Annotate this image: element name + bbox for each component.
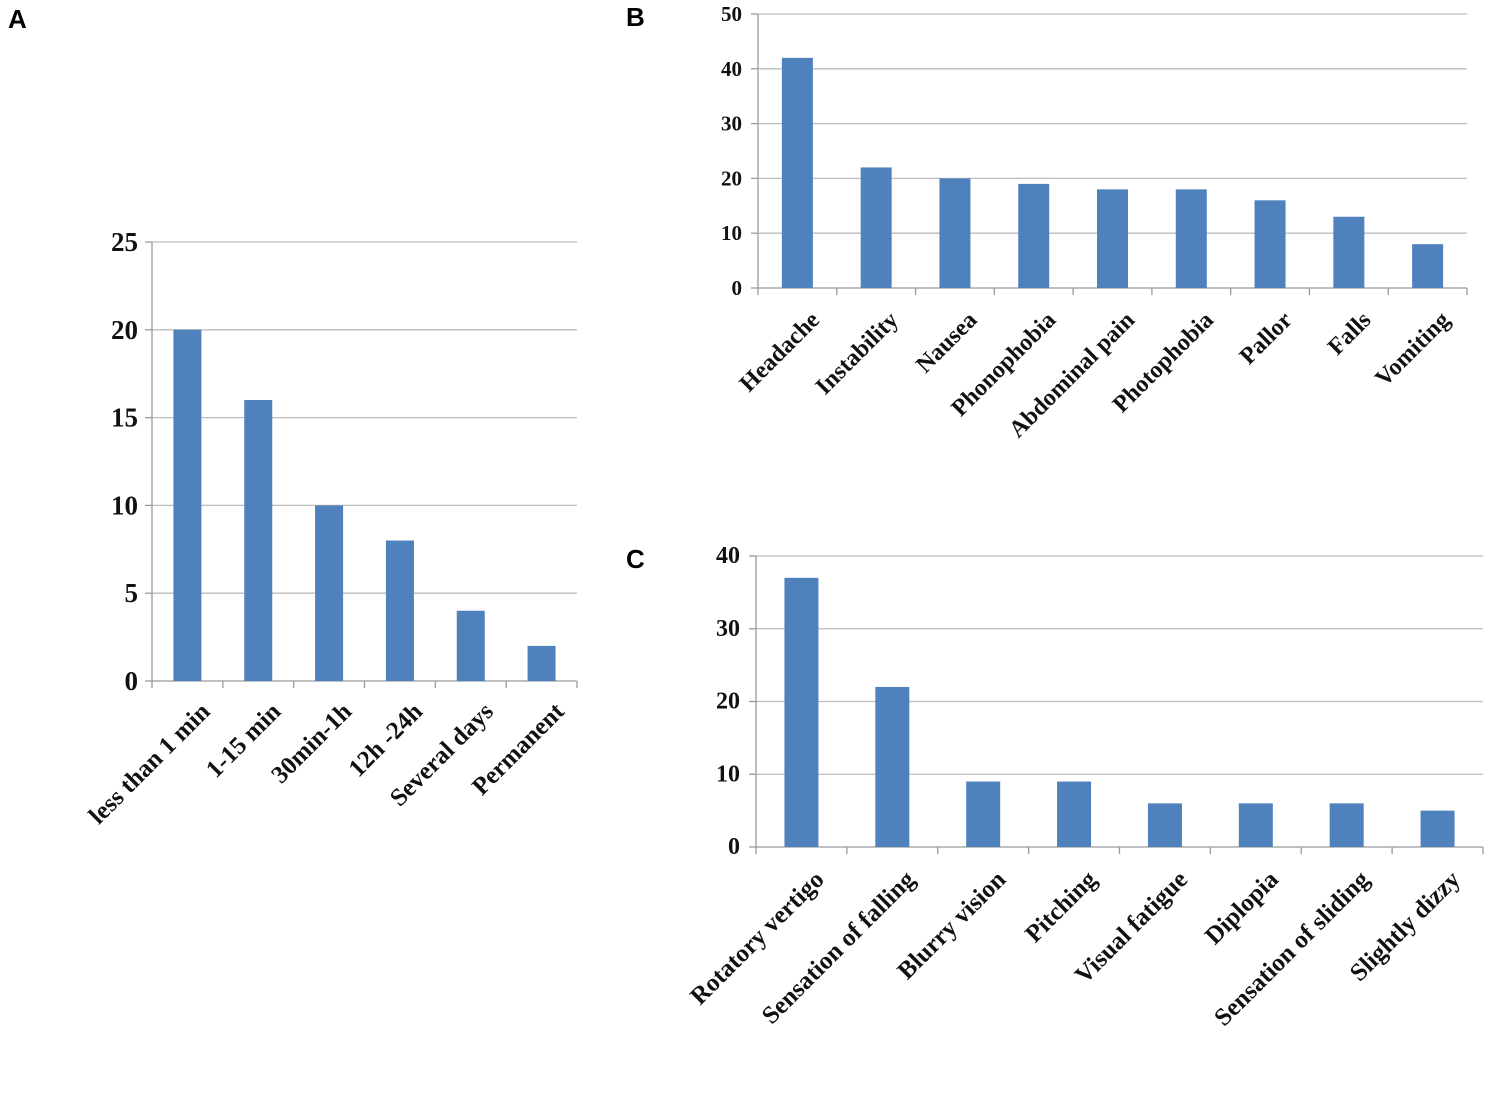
panel-b-y-tick-label-50: 50 (721, 2, 742, 26)
panel-b-bar-8 (1412, 244, 1444, 288)
panel-b-bar-3 (1018, 183, 1050, 288)
panel-b-y-tick-label-40: 40 (721, 57, 742, 81)
panel-c-bar-1 (875, 686, 910, 847)
panel-b-y-tick-label-10: 10 (721, 221, 742, 245)
panel-b-category-label-7: Falls (1323, 307, 1376, 360)
panel-b-bar-4 (1097, 189, 1128, 288)
panel-b-bar-1 (860, 167, 892, 288)
panel-a-y-tick-label-5: 5 (125, 578, 139, 608)
panel-a-y-tick-label-20: 20 (111, 315, 138, 345)
panel-c-category-label-1: Sensation of falling (757, 866, 921, 1030)
panel-c-y-tick-label-30: 30 (716, 616, 740, 642)
panel-a-bar-4 (456, 610, 485, 681)
panel-b-category-label-2: Nausea (911, 307, 982, 378)
panel-a-bar-0 (173, 329, 202, 681)
panel-c-y-tick-label-40: 40 (716, 543, 740, 569)
panel-a-bar-5 (527, 645, 556, 681)
panel-a-category-label-0: less than 1 min (84, 698, 216, 830)
panel-b-y-tick-label-0: 0 (732, 276, 743, 300)
panel-c-bar-7 (1420, 810, 1455, 847)
panel-b-category-label-8: Vomiting (1370, 307, 1455, 392)
panel-a-y-tick-label-25: 25 (111, 227, 138, 257)
panel-a-bar-3 (385, 540, 414, 681)
panel-c-category-label-5: Diplopia (1200, 866, 1284, 950)
panel-b-y-tick-label-20: 20 (721, 166, 742, 190)
panel-b-letter: B (626, 2, 645, 32)
panel-b-bar-2 (939, 178, 971, 288)
panel-c-category-label-3: Pitching (1020, 866, 1102, 948)
panel-c-bar-6 (1329, 803, 1364, 847)
panel-c-bar-5 (1238, 803, 1273, 847)
panel-a-bar-1 (244, 400, 273, 681)
panel-a-y-tick-label-15: 15 (111, 403, 138, 433)
panel-c-y-tick-label-20: 20 (716, 689, 740, 715)
panel-c-y-tick-label-10: 10 (716, 761, 740, 787)
panel-c-letter: C (626, 544, 645, 574)
panel-c-bar-2 (966, 781, 1001, 847)
panel-c-category-label-6: Sensation of sliding (1209, 866, 1375, 1032)
panel-b-bar-7 (1333, 216, 1365, 288)
panel-c-y-tick-label-0: 0 (728, 834, 740, 860)
panel-a-y-tick-label-10: 10 (111, 490, 138, 520)
panel-c-bar-0 (784, 577, 819, 847)
panel-a-letter: A (8, 4, 27, 34)
panel-b-bar-6 (1254, 200, 1286, 288)
panel-b-category-label-6: Pallor (1235, 307, 1298, 370)
panel-b-y-tick-label-30: 30 (721, 112, 742, 136)
panel-b-bar-0 (781, 57, 813, 289)
panel-b-bar-5 (1175, 189, 1207, 288)
panel-c-bar-3 (1057, 781, 1092, 847)
panel-b-category-label-1: Instability (811, 307, 904, 400)
panel-a-bar-2 (315, 505, 344, 681)
panel-c-bar-4 (1147, 803, 1182, 847)
panel-a-y-tick-label-0: 0 (125, 666, 139, 696)
